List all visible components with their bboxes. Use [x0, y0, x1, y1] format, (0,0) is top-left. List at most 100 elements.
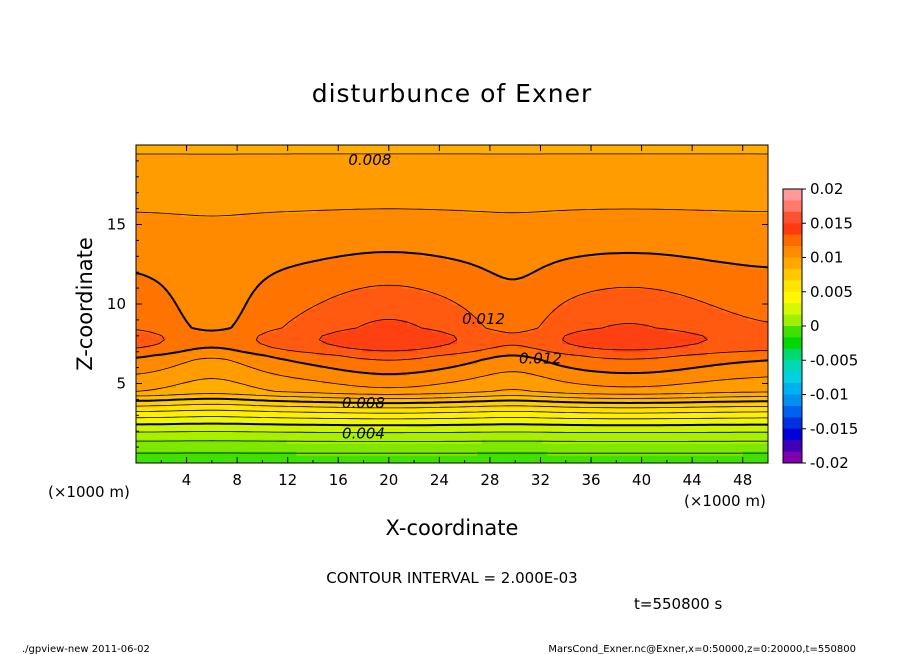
contour-cell [356, 347, 363, 353]
contour-cell [226, 188, 232, 194]
contour-cell [186, 224, 192, 230]
contour-cell [391, 447, 398, 452]
contour-cell [341, 168, 348, 174]
contour-cell [181, 371, 187, 377]
contour-cell [221, 447, 227, 452]
contour-cell [286, 371, 293, 377]
contour-cell [196, 323, 202, 329]
contour-cell [216, 455, 222, 460]
contour-cell [316, 311, 323, 317]
contour-cell [416, 156, 423, 162]
contour-cell [166, 256, 172, 261]
contour-cell [236, 220, 242, 226]
contour-cell [276, 347, 283, 353]
contour-cell [431, 351, 438, 357]
contour-cell [321, 331, 328, 337]
contour-cell [221, 367, 227, 373]
contour-cell [141, 339, 147, 345]
contour-cell [191, 240, 197, 245]
contour-cell [441, 355, 448, 361]
contour-cell [436, 260, 443, 265]
contour-cell [341, 204, 348, 210]
contour-cell [321, 148, 328, 154]
contour-cell [416, 248, 423, 253]
contour-cell [236, 232, 242, 238]
contour-cell [136, 256, 142, 261]
contour-cell [151, 152, 157, 158]
contour-cell [311, 204, 318, 210]
contour-cell [301, 168, 308, 174]
contour-cell [366, 252, 373, 257]
contour-cell [221, 351, 227, 357]
contour-cell [221, 435, 227, 440]
contour-cell [351, 323, 358, 329]
contour-cell [281, 232, 288, 238]
contour-cell [316, 339, 323, 345]
contour-cell [341, 335, 348, 341]
contour-cell [166, 423, 172, 428]
contour-cell [296, 379, 303, 385]
contour-cell [411, 264, 418, 269]
contour-cell [186, 276, 192, 281]
contour-cell [271, 307, 278, 313]
contour-cell [351, 427, 358, 432]
contour-cell [266, 272, 273, 277]
contour-cell [196, 335, 202, 341]
contour-cell [381, 347, 388, 353]
contour-cell [326, 192, 333, 198]
contour-cell [161, 443, 167, 448]
contour-cell [196, 343, 202, 349]
contour-cell [136, 423, 142, 428]
contour-cell [291, 292, 298, 297]
contour-cell [426, 188, 433, 194]
contour-cell [296, 459, 303, 463]
contour-cell [336, 415, 343, 420]
contour-cell [281, 304, 288, 309]
contour-cell [261, 252, 268, 257]
contour-cell [141, 288, 147, 293]
contour-cell [366, 395, 373, 400]
contour-cell [306, 296, 313, 301]
contour-cell [416, 323, 423, 329]
contour-cell [146, 459, 152, 463]
contour-cell [356, 228, 363, 234]
contour-cell [276, 383, 283, 389]
contour-cell [201, 399, 207, 404]
contour-cell [331, 447, 338, 452]
contour-cell [191, 260, 197, 265]
contour-cell [386, 447, 393, 452]
contour-cell [371, 391, 378, 397]
contour-cell [141, 180, 147, 186]
contour-cell [331, 351, 338, 357]
contour-cell [371, 407, 378, 412]
contour-cell [156, 300, 162, 305]
contour-cell [431, 419, 438, 424]
contour-cell [241, 240, 247, 245]
contour-cell [226, 204, 232, 210]
contour-cell [136, 307, 142, 313]
contour-cell [306, 176, 313, 182]
contour-cell [251, 184, 257, 190]
contour-cell [371, 343, 378, 349]
contour-cell [411, 244, 418, 249]
contour-cell [166, 319, 172, 325]
contour-cell [206, 172, 212, 178]
contour-cell [396, 351, 403, 357]
contour-cell [266, 331, 273, 337]
contour-cell [191, 284, 197, 289]
contour-cell [136, 232, 142, 238]
contour-cell [366, 331, 373, 337]
contour-cell [251, 252, 257, 257]
contour-cell [196, 355, 202, 361]
contour-cell [436, 184, 443, 190]
contour-cell [426, 375, 433, 381]
contour-cell [426, 304, 433, 309]
contour-cell [416, 335, 423, 341]
contour-cell [421, 347, 428, 353]
contour-cell [226, 296, 232, 301]
contour-cell [221, 192, 227, 198]
contour-cell [311, 152, 318, 158]
contour-cell [156, 375, 162, 381]
contour-cell [176, 164, 182, 170]
contour-cell [286, 248, 293, 253]
